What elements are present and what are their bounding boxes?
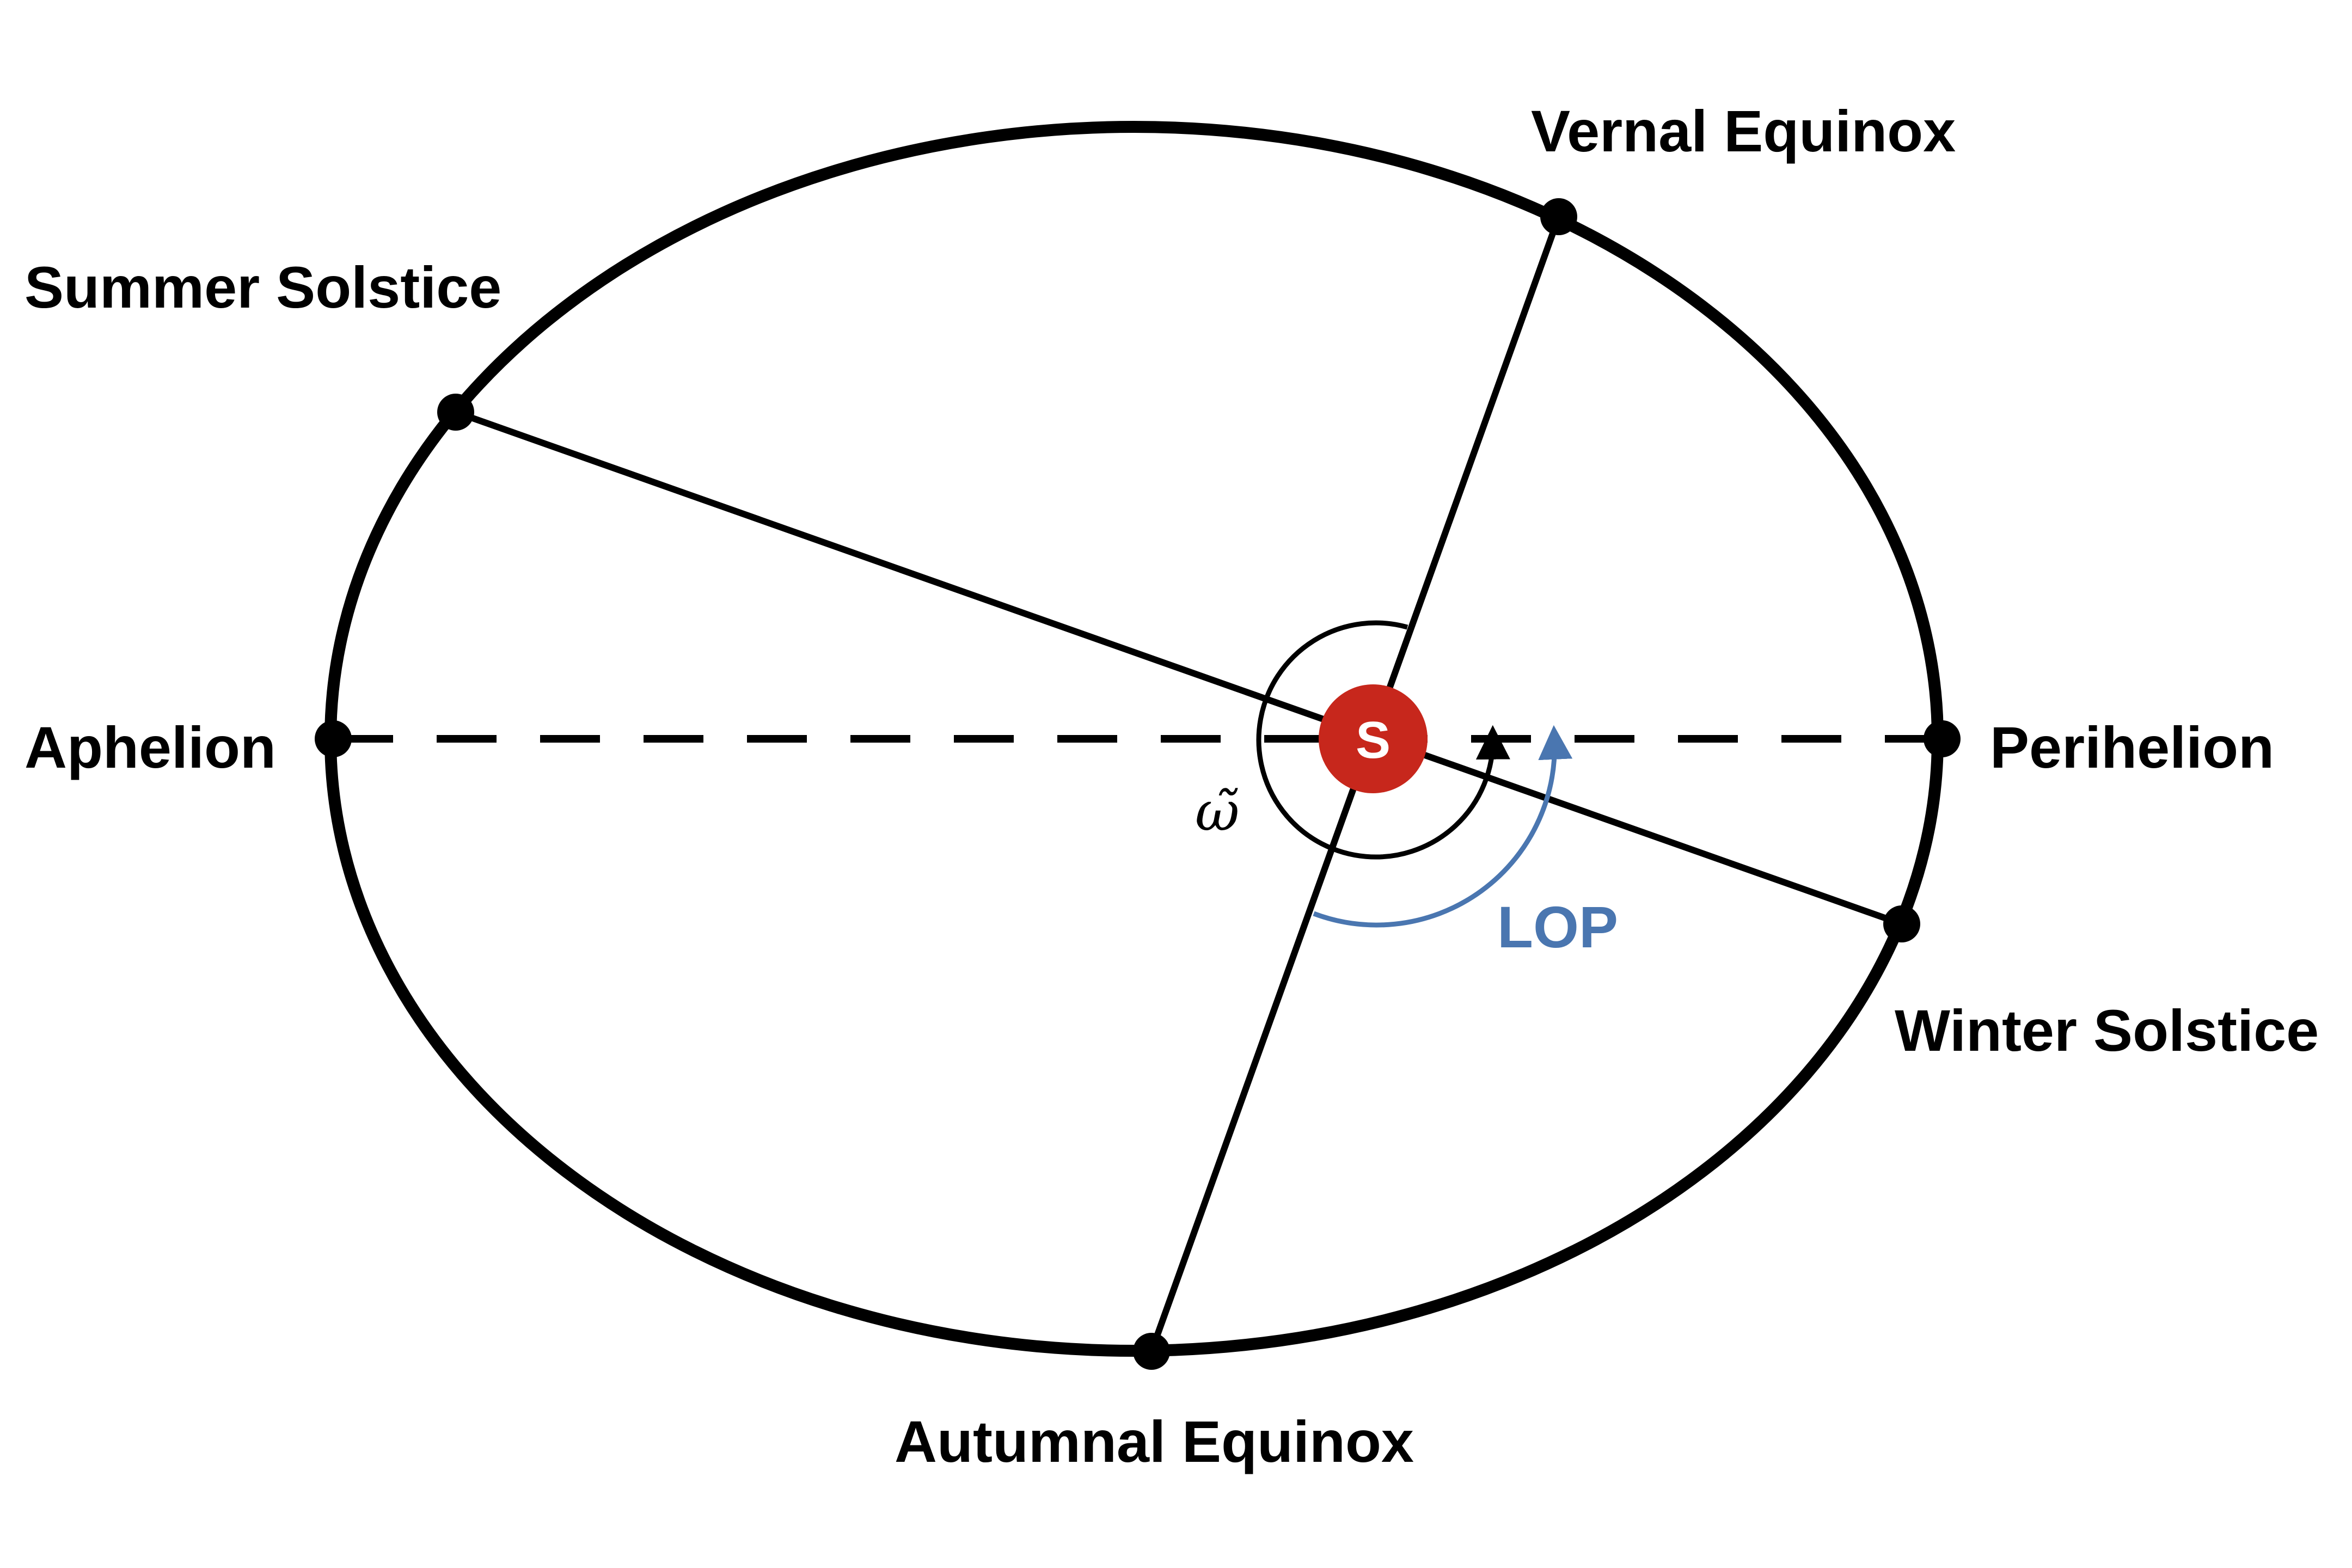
solstice-line bbox=[454, 409, 1903, 927]
perihelion-marker bbox=[1924, 720, 1961, 757]
omega-symbol-label: ω̃ bbox=[1195, 780, 1240, 843]
sun-disc bbox=[1319, 684, 1428, 793]
autumnal-equinox-marker bbox=[1133, 1333, 1170, 1370]
summer-solstice-label: Summer Solstice bbox=[24, 254, 501, 320]
sun-label: S bbox=[1356, 711, 1391, 769]
vernal-equinox-marker bbox=[1540, 198, 1577, 235]
omega-angle-arc bbox=[1256, 620, 1510, 860]
perihelion-label: Perihelion bbox=[1990, 714, 2274, 780]
autumnal-equinox-label: Autumnal Equinox bbox=[895, 1408, 1414, 1474]
aphelion-marker bbox=[315, 720, 352, 757]
vernal-equinox-label: Vernal Equinox bbox=[1531, 98, 1956, 164]
summer-solstice-marker bbox=[437, 394, 474, 431]
aphelion-label: Aphelion bbox=[24, 714, 276, 780]
lop-label: LOP bbox=[1497, 894, 1618, 960]
winter-solstice-marker bbox=[1883, 905, 1920, 942]
winter-solstice-label: Winter Solstice bbox=[1895, 997, 2319, 1063]
lop-angle-arc bbox=[1313, 725, 1573, 928]
